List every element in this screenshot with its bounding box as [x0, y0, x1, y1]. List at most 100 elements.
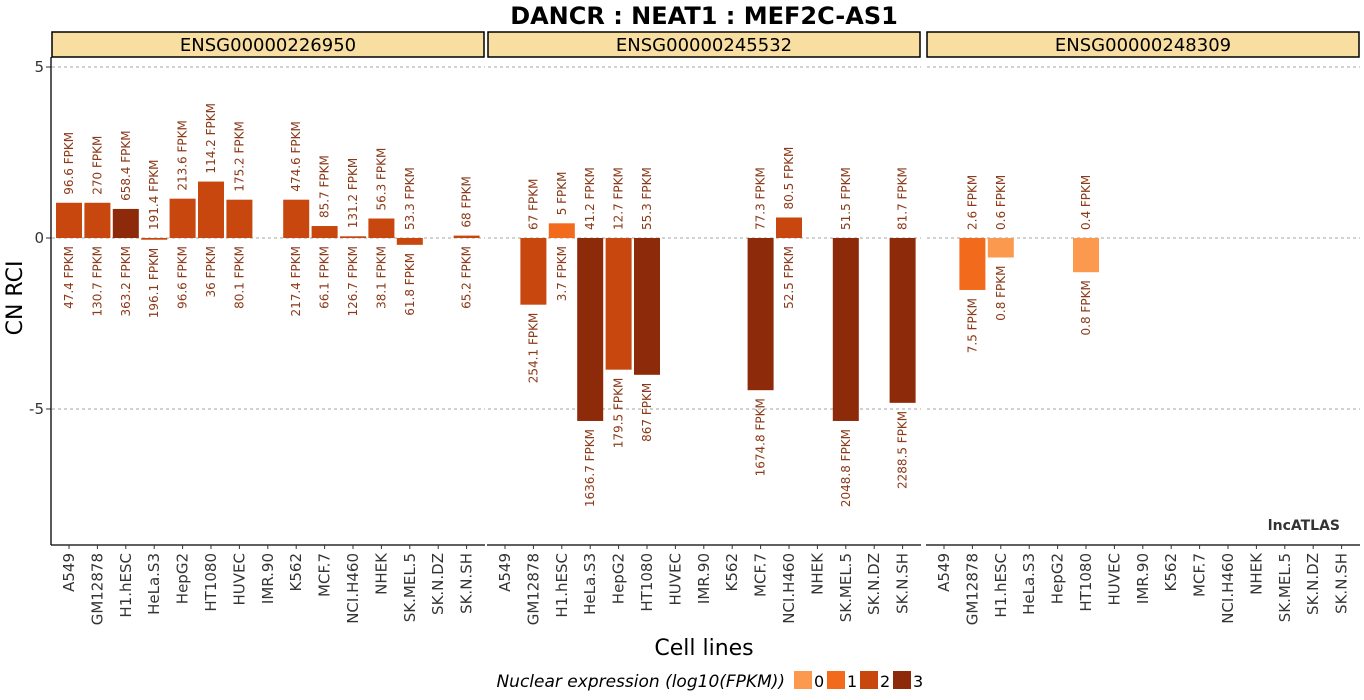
fpkm-label-cyto: 114.2 FPKM — [204, 103, 218, 174]
panel-strip-label: ENSG00000248309 — [1055, 35, 1231, 56]
y-tick-label: 5 — [34, 58, 44, 76]
y-tick-label: 0 — [34, 229, 44, 247]
bar-k562 — [283, 199, 310, 238]
panel-strip — [51, 31, 485, 58]
fpkm-label-nuc: 130.7 FPKM — [90, 246, 104, 317]
x-tick-label-gm12878: GM12878 — [524, 553, 542, 625]
fpkm-label-nuc: 179.5 FPKM — [612, 378, 626, 449]
x-tick-label-imr-90: IMR.90 — [259, 553, 277, 604]
fpkm-label-nuc: 52.5 FPKM — [782, 246, 796, 309]
fpkm-label-cyto: 0.4 FPKM — [1079, 175, 1093, 230]
x-tick-label-a549: A549 — [60, 553, 78, 592]
fpkm-label-cyto: 53.3 FPKM — [403, 167, 417, 230]
legend-swatch-3 — [893, 671, 911, 689]
bar-huvec — [226, 199, 253, 238]
x-tick-label-h1-hesc: H1.hESC — [553, 553, 571, 618]
fpkm-label-nuc: 254.1 FPKM — [526, 313, 540, 384]
x-tick-label-nci-h460: NCI.H460 — [1219, 553, 1237, 624]
fpkm-label-nuc: 96.6 FPKM — [176, 246, 190, 309]
x-tick-label-gm12878: GM12878 — [88, 553, 106, 625]
fpkm-label-nuc: 363.2 FPKM — [119, 246, 133, 317]
x-tick-label-sk-mel-5: SK.MEL.5 — [1276, 553, 1294, 622]
x-axis-title: Cell lines — [654, 636, 753, 661]
bar-nhek — [368, 218, 395, 238]
fpkm-label-cyto: 270 FPKM — [90, 136, 104, 195]
fpkm-label-nuc: 66.1 FPKM — [318, 246, 332, 309]
fpkm-label-cyto: 81.7 FPKM — [896, 167, 910, 230]
watermark-lncatlas: lncATLAS — [1268, 518, 1340, 534]
panel-strip-label: ENSG00000245532 — [616, 35, 792, 56]
x-tick-label-a549: A549 — [496, 553, 514, 592]
bar-hela-s3 — [577, 238, 604, 421]
bar-gm12878 — [959, 238, 986, 290]
legend-swatch-2 — [860, 671, 878, 689]
fpkm-label-nuc: 1674.8 FPKM — [754, 398, 768, 476]
x-tick-label-huvec: HUVEC — [666, 553, 684, 605]
y-axis-title: CN RCI — [3, 261, 28, 336]
x-tick-label-a549: A549 — [935, 553, 953, 592]
panel-ensg00000245532: ENSG00000245532 A549 GM12878 67 FPKM 254.1 F… — [487, 31, 921, 625]
fpkm-label-cyto: 67 FPKM — [526, 179, 540, 230]
fpkm-label-nuc: 867 FPKM — [640, 383, 654, 442]
fpkm-label-nuc: 126.7 FPKM — [346, 246, 360, 317]
fpkm-label-cyto: 77.3 FPKM — [754, 167, 768, 230]
bar-h1-hesc — [987, 238, 1014, 258]
fpkm-label-cyto: 68 FPKM — [460, 176, 474, 227]
fpkm-label-cyto: 191.4 FPKM — [147, 159, 161, 230]
panel-ensg00000226950: ENSG00000226950 A549 96.6 FPKM 47.4 FPKM GM1… — [51, 31, 485, 625]
legend-label-0: 0 — [814, 672, 824, 691]
bar-hepg2 — [169, 198, 196, 238]
bar-sk-n-sh — [453, 235, 480, 238]
bar-a549 — [56, 202, 82, 238]
x-tick-label-mcf-7: MCF.7 — [1191, 553, 1209, 597]
x-tick-label-nci-h460: NCI.H460 — [780, 553, 798, 624]
x-tick-label-sk-n-sh: SK.N.SH — [1333, 553, 1351, 614]
x-tick-label-nhek: NHEK — [808, 552, 826, 595]
legend-label-1: 1 — [847, 672, 857, 691]
x-tick-label-sk-n-dz: SK.N.DZ — [865, 553, 883, 615]
fpkm-label-cyto: 12.7 FPKM — [612, 167, 626, 230]
panel-strip-label: ENSG00000226950 — [180, 35, 356, 56]
x-tick-label-hepg2: HepG2 — [174, 553, 192, 604]
x-tick-label-sk-n-sh: SK.N.SH — [458, 553, 476, 614]
bar-mcf-7 — [747, 238, 774, 391]
fpkm-label-cyto: 213.6 FPKM — [176, 120, 190, 191]
fpkm-label-cyto: 2.6 FPKM — [965, 175, 979, 230]
fpkm-label-cyto: 96.6 FPKM — [62, 132, 76, 195]
legend-title: Nuclear expression (log10(FPKM)) — [496, 672, 785, 692]
x-tick-label-gm12878: GM12878 — [963, 553, 981, 625]
x-tick-label-ht1080: HT1080 — [638, 553, 656, 612]
y-tick-label: -5 — [29, 400, 44, 418]
bar-gm12878 — [84, 202, 111, 238]
bar-hepg2 — [605, 238, 632, 370]
fpkm-label-nuc: 2288.5 FPKM — [896, 411, 910, 489]
bar-ht1080 — [198, 181, 224, 238]
fpkm-label-nuc: 36 FPKM — [204, 246, 218, 297]
panel-strip — [926, 31, 1360, 58]
x-tick-label-hela-s3: HeLa.S3 — [1020, 553, 1038, 615]
x-tick-label-sk-mel-5: SK.MEL.5 — [401, 553, 419, 622]
x-tick-label-mcf-7: MCF.7 — [316, 553, 334, 597]
bar-h1-hesc — [548, 223, 575, 238]
fpkm-label-nuc: 2048.8 FPKM — [839, 429, 853, 507]
fpkm-label-nuc: 196.1 FPKM — [147, 248, 161, 319]
x-tick-label-hepg2: HepG2 — [610, 553, 628, 604]
fpkm-label-cyto: 175.2 FPKM — [232, 121, 246, 192]
fpkm-label-nuc: 3.7 FPKM — [555, 246, 569, 301]
bar-mcf-7 — [311, 226, 338, 238]
x-tick-label-huvec: HUVEC — [230, 553, 248, 605]
x-tick-label-sk-n-dz: SK.N.DZ — [429, 553, 447, 615]
bar-h1-hesc — [112, 208, 139, 238]
bar-sk-mel-5 — [396, 238, 423, 245]
fpkm-label-cyto: 658.4 FPKM — [119, 130, 133, 201]
legend-swatch-1 — [827, 671, 845, 689]
bar-sk-mel-5 — [832, 238, 859, 421]
x-tick-label-nci-h460: NCI.H460 — [344, 553, 362, 624]
x-tick-label-nhek: NHEK — [1247, 552, 1265, 595]
fpkm-label-cyto: 56.3 FPKM — [374, 148, 388, 211]
fpkm-label-nuc: 7.5 FPKM — [965, 298, 979, 353]
x-tick-label-hepg2: HepG2 — [1049, 553, 1067, 604]
fpkm-label-nuc: 65.2 FPKM — [460, 246, 474, 309]
fpkm-label-nuc: 217.4 FPKM — [289, 246, 303, 317]
